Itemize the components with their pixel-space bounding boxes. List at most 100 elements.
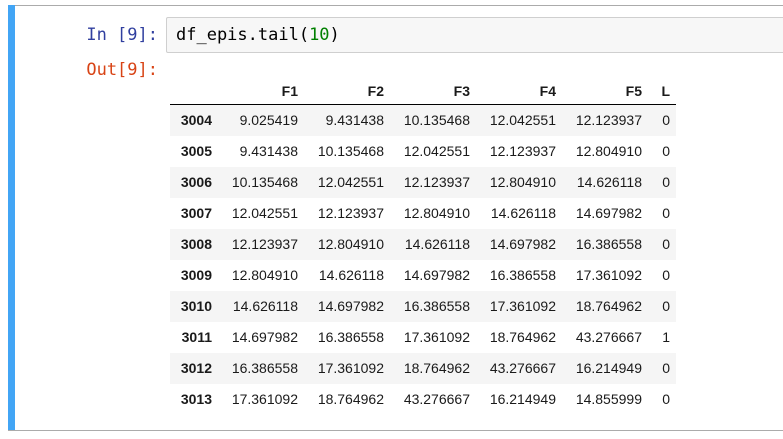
table-cell: 16.386558 [403, 298, 470, 314]
cell-divider-bottom [8, 430, 783, 431]
table-cell: 12.042551 [489, 112, 556, 128]
table-cell: 12.804910 [403, 205, 470, 221]
table-cell: 14.626118 [232, 298, 298, 314]
table-cell: 12.804910 [575, 143, 642, 159]
table-cell: 10.135468 [317, 143, 384, 159]
table-cell: 12.123937 [403, 174, 470, 190]
code-number-literal: 10 [309, 25, 330, 45]
column-header-f5: F5 [562, 79, 648, 105]
table-cell: 43.276667 [489, 360, 556, 376]
table-cell: 14.697982 [575, 205, 642, 221]
row-index: 3006 [180, 174, 212, 190]
row-index: 3013 [180, 391, 212, 407]
row-index: 3009 [180, 267, 212, 283]
code-segment: df_epis.tail( [176, 25, 310, 45]
column-header-f2: F2 [304, 79, 390, 105]
code-text: df_epis.tail(10) [176, 25, 340, 45]
table-cell: 9.025419 [239, 112, 298, 128]
table-cell: 12.804910 [317, 236, 384, 252]
table-cell: 16.214949 [575, 360, 642, 376]
table-row: 3006 10.135468 12.042551 12.123937 12.804910… [170, 167, 676, 198]
table-cell: 17.361092 [489, 298, 556, 314]
table-cell: 17.361092 [403, 329, 470, 345]
table-cell: 17.361092 [231, 391, 298, 407]
table-cell: 12.042551 [317, 174, 384, 190]
table-cell: 0 [662, 143, 670, 159]
table-row: 3007 12.042551 12.123937 12.804910 14.626118… [170, 198, 676, 229]
table-cell: 18.764962 [403, 360, 470, 376]
table-row: 3008 12.123937 12.804910 14.626118 14.697982… [170, 229, 676, 260]
input-prompt: In [9]: [86, 25, 158, 45]
table-cell: 0 [662, 360, 670, 376]
row-index: 3005 [180, 143, 212, 159]
table-cell: 9.431438 [239, 143, 298, 159]
table-row: 3004 9.025419 9.431438 10.135468 12.042551 12… [170, 104, 676, 136]
table-cell: 14.855999 [575, 391, 642, 407]
table-cell: 16.386558 [317, 329, 384, 345]
table-cell: 14.697982 [231, 329, 298, 345]
table-cell: 12.123937 [489, 143, 556, 159]
table-cell: 17.361092 [317, 360, 384, 376]
code-editor[interactable]: df_epis.tail(10) [166, 17, 783, 53]
table-row: 3012 16.386558 17.361092 18.764962 43.276667… [170, 353, 676, 384]
table-cell: 12.123937 [231, 236, 298, 252]
table-cell: 9.431438 [325, 112, 384, 128]
cell-divider-top [8, 5, 783, 6]
table-cell: 43.276667 [403, 391, 470, 407]
table-cell: 18.764962 [489, 329, 556, 345]
table-cell: 16.386558 [575, 236, 642, 252]
table-cell: 0 [662, 112, 670, 128]
table-cell: 12.123937 [575, 112, 642, 128]
table-cell: 14.626118 [490, 205, 556, 221]
table-cell: 1 [662, 329, 670, 345]
index-column-header [170, 79, 218, 105]
table-cell: 0 [662, 236, 670, 252]
table-cell: 12.804910 [489, 174, 556, 190]
row-index: 3004 [180, 112, 212, 128]
table-row: 3010 14.626118 14.697982 16.386558 17.361092… [170, 291, 676, 322]
selected-cell-indicator-bar[interactable] [8, 5, 15, 430]
row-index: 3008 [180, 236, 212, 252]
table-cell: 0 [662, 205, 670, 221]
table-row: 3009 12.804910 14.626118 14.697982 16.386558… [170, 260, 676, 291]
table-cell: 14.626118 [576, 174, 642, 190]
table-cell: 10.135468 [403, 112, 470, 128]
table-row: 3005 9.431438 10.135468 12.042551 12.123937 1… [170, 136, 676, 167]
table-cell: 16.386558 [489, 267, 556, 283]
table-cell: 17.361092 [575, 267, 642, 283]
table-cell: 43.276667 [575, 329, 642, 345]
table-cell: 0 [662, 298, 670, 314]
dataframe-body: 3004 9.025419 9.431438 10.135468 12.042551 12… [170, 104, 676, 416]
table-cell: 0 [662, 174, 670, 190]
table-cell: 14.697982 [317, 298, 384, 314]
cell-output-area: F1 F2 F3 F4 F5 L 3004 9.025419 9.431438 10.… [170, 79, 676, 415]
table-cell: 14.626118 [318, 267, 384, 283]
row-index: 3010 [180, 298, 212, 314]
table-row: 3011 14.697982 16.386558 17.361092 18.764962… [170, 322, 676, 353]
table-cell: 12.123937 [317, 205, 384, 221]
table-row: 3013 17.361092 18.764962 43.276667 16.214949… [170, 384, 676, 415]
table-cell: 18.764962 [317, 391, 384, 407]
table-cell: 14.626118 [404, 236, 470, 252]
code-segment: ) [329, 25, 340, 45]
table-cell: 16.386558 [231, 360, 298, 376]
column-header-l: L [648, 79, 676, 105]
table-cell: 0 [662, 267, 670, 283]
table-cell: 0 [662, 391, 670, 407]
row-index: 3011 [181, 329, 212, 345]
column-header-f4: F4 [476, 79, 562, 105]
row-index: 3007 [180, 205, 212, 221]
column-header-f3: F3 [390, 79, 476, 105]
table-header-row: F1 F2 F3 F4 F5 L [170, 79, 676, 105]
dataframe-table: F1 F2 F3 F4 F5 L 3004 9.025419 9.431438 10.… [170, 79, 676, 415]
table-cell: 14.697982 [489, 236, 556, 252]
table-cell: 16.214949 [489, 391, 556, 407]
table-cell: 12.042551 [231, 205, 298, 221]
output-prompt: Out[9]: [86, 60, 158, 80]
column-header-f1: F1 [218, 79, 304, 105]
row-index: 3012 [180, 360, 212, 376]
table-cell: 18.764962 [575, 298, 642, 314]
table-cell: 14.697982 [403, 267, 470, 283]
table-cell: 12.804910 [231, 267, 298, 283]
